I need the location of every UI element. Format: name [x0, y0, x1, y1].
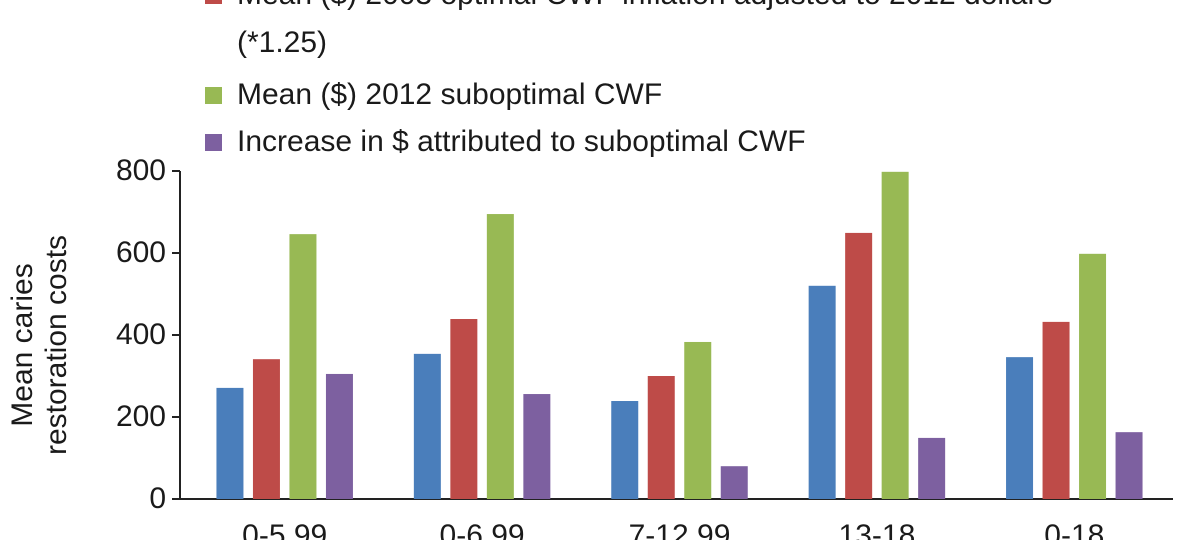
bar: [216, 387, 244, 499]
bar: [845, 232, 873, 499]
bar: [325, 373, 353, 499]
x-tick-label: 0-6.99: [440, 519, 525, 540]
legend-swatch: [205, 0, 222, 4]
bar: [1042, 321, 1070, 499]
y-tick-label: 0: [149, 482, 166, 515]
bar: [1115, 432, 1143, 499]
x-tick-label: 0-18: [1044, 519, 1104, 540]
x-tick-label: 7-12.99: [629, 519, 731, 540]
bar: [611, 401, 639, 499]
bar: [486, 214, 514, 500]
x-tick-label: 0-5.99: [242, 519, 327, 540]
y-axis-label-line: restoration costs: [40, 235, 73, 455]
y-axis-label-line: Mean caries: [6, 263, 39, 426]
legend-swatch: [205, 87, 222, 104]
legend-swatch: [205, 134, 222, 151]
bar: [413, 353, 441, 499]
bar: [881, 171, 909, 499]
y-tick-label: 800: [116, 154, 166, 187]
bar: [684, 341, 712, 499]
bar: [523, 394, 551, 499]
bar: [808, 285, 836, 499]
bar: [918, 437, 946, 499]
y-tick-label: 200: [116, 400, 166, 433]
bar: [647, 376, 675, 499]
legend-label: Mean ($) 2003 optimal CWF inflation adju…: [237, 0, 1052, 59]
legend-label: Increase in $ attributed to suboptimal C…: [237, 125, 806, 158]
x-tick-label: 13-18: [839, 519, 916, 540]
bar: [1079, 253, 1107, 499]
bar: [720, 466, 748, 499]
bar: [252, 359, 280, 499]
y-tick-label: 600: [116, 236, 166, 269]
bar: [289, 234, 317, 499]
y-tick-label: 400: [116, 318, 166, 351]
bar: [450, 319, 478, 499]
legend-label: Mean ($) 2012 suboptimal CWF: [237, 78, 663, 111]
bar: [1006, 357, 1034, 499]
